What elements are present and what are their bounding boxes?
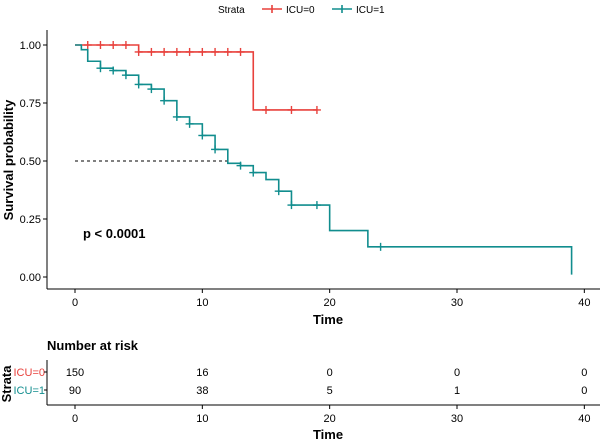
censor-mark: [198, 131, 207, 140]
p-value-annotation: p < 0.0001: [83, 226, 146, 241]
risk-count: 150: [66, 367, 84, 379]
y-tick-label: 0.50: [20, 156, 41, 168]
censor-mark: [236, 47, 245, 56]
censor-mark: [96, 41, 105, 49]
censor-mark: [134, 80, 143, 89]
risk-x-ticks: 0 10 20 30 40: [72, 405, 590, 425]
censor-mark: [236, 161, 245, 170]
risk-table-title: Number at risk: [47, 338, 139, 353]
risk-count: 1: [454, 385, 460, 397]
y-tick-label: 0.00: [20, 272, 41, 284]
censor-mark: [96, 64, 105, 73]
legend-label: ICU=1: [356, 5, 385, 16]
censor-mark: [376, 242, 385, 251]
survival-curves: [75, 41, 573, 275]
censor-mark: [185, 47, 194, 56]
censor-mark: [109, 66, 118, 75]
censor-mark: [312, 201, 321, 210]
censor-mark: [160, 47, 169, 56]
x-tick-label: 30: [451, 297, 463, 309]
censor-mark: [198, 47, 207, 56]
x-ticks: 0 10 20 30 40: [72, 289, 590, 309]
risk-count: 0: [581, 367, 587, 379]
censor-mark: [147, 47, 156, 56]
censor-mark: [249, 168, 258, 177]
main-plot: 0.00 0.25 0.50 0.75 1.00 0 10 20 30 40 p < 0.000…: [1, 30, 600, 327]
risk-count: 90: [69, 385, 81, 397]
censor-mark: [172, 112, 181, 121]
x-tick-label: 20: [324, 297, 336, 309]
legend: Strata ICU=0 ICU=1: [218, 5, 385, 16]
risk-x-tick-label: 40: [578, 413, 590, 425]
risk-count: 0: [454, 367, 460, 379]
risk-x-tick-label: 30: [451, 413, 463, 425]
censor-mark: [109, 41, 118, 49]
censor-mark: [287, 105, 296, 114]
censor-mark: [287, 201, 296, 210]
censor-mark: [134, 47, 143, 56]
censor-mark: [223, 47, 232, 56]
risk-count: 0: [581, 385, 587, 397]
y-axis-title: Survival probability: [1, 99, 16, 220]
legend-items: ICU=0 ICU=1: [262, 5, 385, 16]
censor-mark: [211, 47, 220, 56]
censor-mark: [172, 47, 181, 56]
censor-mark: [83, 41, 92, 49]
legend-title: Strata: [218, 5, 245, 16]
censor-mark: [262, 105, 270, 114]
x-tick-label: 10: [196, 297, 208, 309]
legend-label: ICU=0: [286, 5, 315, 16]
x-axis-title: Time: [313, 312, 343, 327]
risk-x-tick-label: 0: [72, 413, 78, 425]
risk-x-axis-title: Time: [313, 427, 343, 441]
survival-curve-icu-1: [75, 44, 573, 275]
censor-mark: [121, 71, 130, 80]
y-ticks: 0.00 0.25 0.50 0.75 1.00: [20, 40, 47, 284]
risk-table-y-title: Strata: [0, 365, 14, 403]
risk-count: 16: [196, 367, 208, 379]
risk-row-label: ICU=0: [14, 367, 46, 379]
y-tick-label: 1.00: [20, 40, 41, 52]
censor-mark: [121, 41, 130, 49]
risk-count: 5: [327, 385, 333, 397]
legend-item: ICU=1: [332, 5, 385, 16]
censor-mark: [274, 187, 283, 196]
censor-mark: [312, 105, 321, 114]
risk-x-tick-label: 20: [324, 413, 336, 425]
x-tick-label: 40: [578, 297, 590, 309]
censor-mark: [147, 85, 156, 94]
censor-mark: [211, 145, 220, 154]
risk-rows: ICU=0 150 16 0 0 0 ICU=1 90 38 5 1 0: [14, 367, 588, 397]
survival-curve-icu-0: [75, 44, 317, 111]
risk-count: 0: [327, 367, 333, 379]
risk-table: Number at risk Strata ICU=0 150 16 0 0 0ICU=1…: [0, 338, 600, 441]
risk-count: 38: [196, 385, 208, 397]
censor-mark: [160, 96, 169, 105]
risk-row-label: ICU=1: [14, 385, 46, 397]
x-tick-label: 0: [72, 297, 78, 309]
legend-item: ICU=0: [262, 5, 315, 16]
censor-mark: [185, 119, 194, 128]
risk-x-tick-label: 10: [196, 413, 208, 425]
y-tick-label: 0.75: [20, 98, 41, 110]
y-tick-label: 0.25: [20, 214, 41, 226]
